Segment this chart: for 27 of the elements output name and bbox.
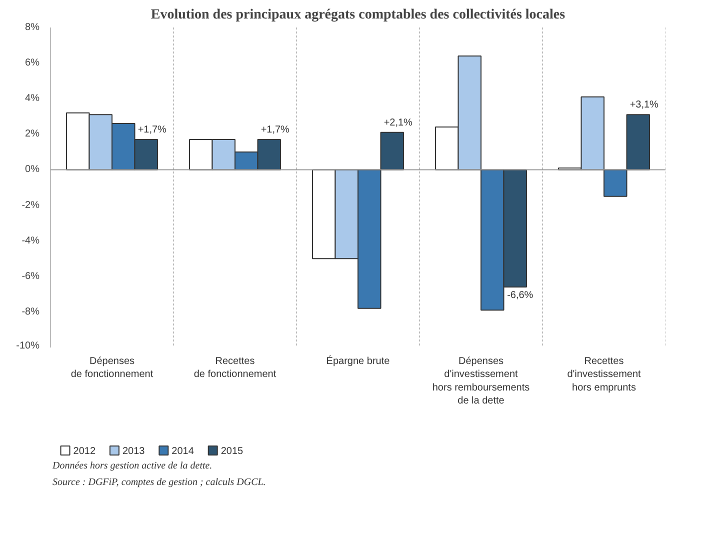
y-tick-label: -10% [16, 340, 40, 352]
y-tick-label: -4% [22, 235, 40, 246]
legend-label: 2014 [172, 446, 194, 457]
y-tick-label: 8% [25, 22, 40, 33]
y-tick-label: -8% [22, 306, 40, 318]
y-tick-label: 6% [25, 58, 40, 69]
y-tick-label: 2% [25, 128, 40, 140]
legend-label: 2012 [73, 446, 96, 457]
text: Données hors gestion active de la dette. [52, 460, 212, 472]
y-tick-label: 0% [25, 164, 40, 176]
data-label: +1,7% [138, 124, 167, 136]
data-label: +2,1% [384, 117, 413, 128]
data-label: +1,7% [260, 124, 290, 136]
source-note: Source : DGFiP, comptes de gestion ; calculs DGCL. [52, 477, 266, 488]
x-tick-label: Dépenses de fonctionnement [70, 356, 154, 380]
x-tick-label: Dépenses d'investissement hors remboursements de la dette [432, 356, 530, 407]
y-tick-label: -2% [22, 200, 40, 211]
data-label: +3,1% [630, 100, 659, 111]
data-label: -6,6% [507, 290, 534, 302]
x-tick-label: Recettes d'investissement hors emprunts [567, 356, 642, 394]
y-tick-label: -6% [22, 270, 40, 282]
x-tick-label: Épargne brute [326, 355, 390, 367]
legend-label: 2015 [220, 446, 244, 457]
legend-label: 2013 [122, 446, 146, 457]
x-tick-label: Recettes de fonctionnement [194, 356, 276, 380]
chart-title: Evolution des principaux agrégats comptables des collectivités locales [150, 8, 566, 22]
y-tick-label: 4% [25, 93, 40, 104]
